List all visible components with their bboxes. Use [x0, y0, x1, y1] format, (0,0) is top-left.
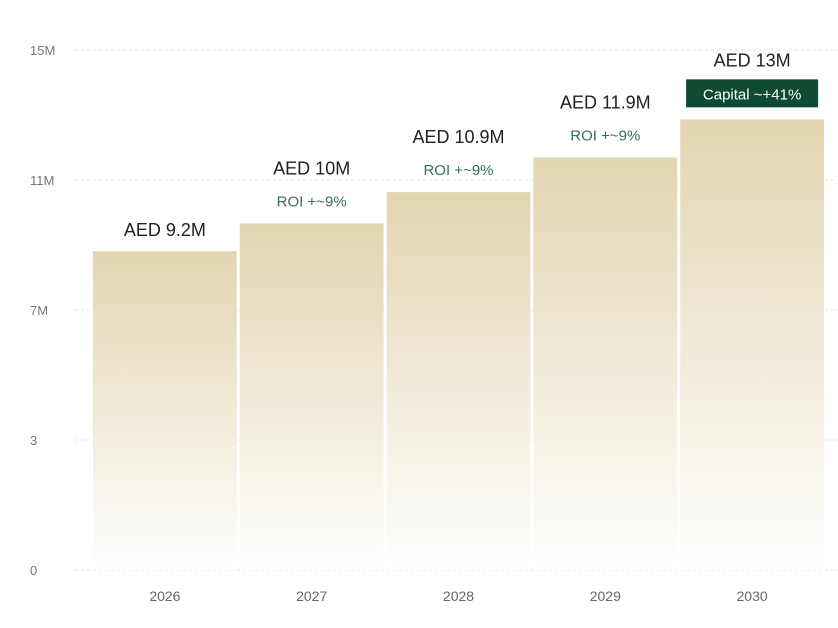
data-label: AED 10M — [273, 158, 350, 178]
x-tick-label: 2029 — [590, 588, 621, 604]
x-tick-label: 2027 — [296, 588, 327, 604]
bar-2027 — [239, 223, 384, 571]
data-label: AED 13M — [714, 50, 791, 70]
y-tick-label: 7M — [30, 303, 48, 318]
bar-2028 — [386, 192, 531, 570]
x-tick-label: 2026 — [149, 588, 180, 604]
capital-badge-text: Capital ~+41% — [703, 86, 801, 103]
roi-annotation: ROI +~9% — [423, 162, 493, 179]
data-label: AED 10.9M — [412, 127, 504, 147]
data-label: AED 11.9M — [560, 92, 651, 112]
data-label: AED 9.2M — [124, 220, 206, 240]
capital-badge — [686, 79, 819, 108]
bar-2030 — [680, 119, 824, 570]
roi-annotation: ROI +~9% — [570, 127, 640, 144]
y-tick-label: 15M — [30, 43, 55, 58]
y-tick-label: 3 — [30, 433, 37, 448]
x-tick-label: 2030 — [737, 588, 768, 604]
bar-2026 — [93, 251, 237, 571]
bar-2029 — [533, 157, 678, 570]
y-tick-label: 11M — [30, 173, 54, 188]
roi-annotation: ROI +~9% — [277, 193, 347, 210]
y-tick-label: 0 — [30, 563, 37, 578]
x-tick-label: 2028 — [443, 588, 474, 604]
